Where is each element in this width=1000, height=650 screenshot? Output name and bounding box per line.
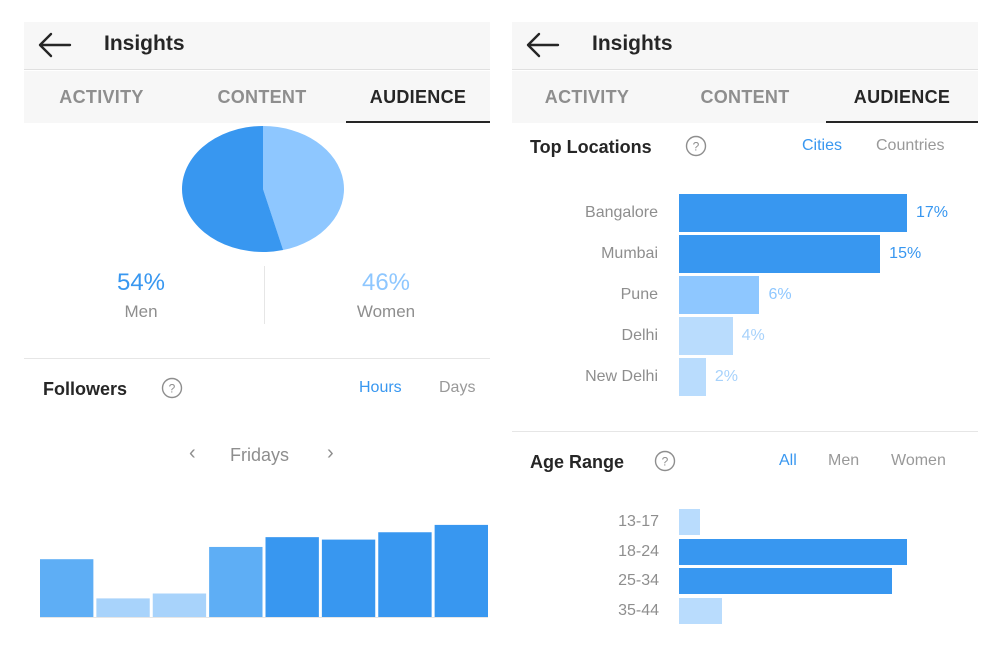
location-bar	[679, 358, 706, 396]
day-label: Fridays	[230, 445, 290, 465]
age-bar	[679, 509, 701, 535]
followers-bar	[378, 532, 432, 618]
pie-slice-women	[263, 126, 345, 251]
chevron-right-icon[interactable]: ›	[327, 442, 334, 464]
chart-baseline	[40, 617, 488, 618]
location-label: Mumbai	[601, 245, 658, 262]
back-arrow-icon[interactable]	[524, 31, 560, 59]
bar-value-label: 4%	[741, 327, 765, 344]
header: Insights	[24, 22, 490, 70]
header: Insights	[512, 22, 978, 70]
header-title: Insights	[104, 32, 185, 55]
hours-toggle[interactable]: Hours	[359, 379, 402, 396]
top-locations-bar-chart: Bangalore 17% Mumbai 15% Pune 6% Delhi 4% New De…	[512, 190, 978, 400]
location-bar	[679, 317, 733, 355]
location-bar	[679, 235, 881, 273]
age-label: 35-44	[618, 601, 659, 619]
followers-bar	[321, 539, 376, 618]
men-label: Men	[124, 302, 158, 321]
age-bar	[679, 597, 722, 624]
age-bar	[679, 538, 907, 565]
pie-slice-men	[182, 126, 284, 252]
women-percent: 46%	[361, 269, 411, 296]
back-arrow-icon[interactable]	[36, 31, 72, 59]
insights-screen-right: Insights ACTIVITY CONTENT AUDIENCE Top L…	[512, 22, 978, 624]
men-toggle[interactable]: Men	[828, 452, 860, 469]
men-percent: 54%	[116, 269, 166, 296]
tab-bar: ACTIVITY CONTENT AUDIENCE	[24, 71, 490, 123]
tab-bar: ACTIVITY CONTENT AUDIENCE	[512, 71, 978, 123]
age-range-bar-chart: 13-17 18-24 25-34 35-44	[512, 506, 978, 624]
age-label: 13-17	[618, 513, 659, 530]
section-divider	[512, 431, 978, 432]
age-bar	[679, 568, 892, 594]
women-label: Women	[356, 302, 416, 321]
help-icon[interactable]: ?	[161, 377, 183, 399]
svg-text:?: ?	[169, 382, 176, 396]
top-locations-title: Top Locations	[530, 137, 652, 157]
followers-bar	[265, 537, 319, 618]
location-bar	[679, 276, 760, 314]
bar-value-label: 15%	[889, 245, 922, 262]
followers-bar	[209, 546, 263, 618]
bar-value-label: 2%	[714, 368, 738, 385]
location-label: New Delhi	[585, 368, 658, 385]
countries-toggle[interactable]: Countries	[876, 137, 945, 154]
followers-bar	[152, 593, 207, 618]
age-range-title: Age Range	[530, 452, 625, 472]
header-title: Insights	[592, 32, 673, 55]
gender-divider	[264, 266, 265, 324]
days-toggle[interactable]: Days	[439, 379, 476, 396]
bar-value-label: 6%	[768, 286, 792, 303]
age-label: 18-24	[618, 542, 659, 560]
tab-activity[interactable]: ACTIVITY	[544, 87, 630, 107]
location-label: Bangalore	[585, 204, 658, 221]
help-icon[interactable]: ?	[685, 135, 707, 157]
help-icon[interactable]: ?	[654, 450, 676, 472]
women-toggle[interactable]: Women	[891, 452, 946, 469]
insights-screen-left: Insights ACTIVITY CONTENT AUDIENCE 54% M…	[24, 22, 490, 624]
svg-text:?: ?	[693, 140, 700, 154]
section-divider	[24, 358, 490, 359]
location-label: Pune	[620, 286, 658, 303]
svg-text:?: ?	[662, 455, 669, 469]
tab-content[interactable]: CONTENT	[700, 87, 790, 107]
tab-audience[interactable]: AUDIENCE	[826, 71, 978, 123]
location-bar	[679, 194, 907, 232]
followers-title: Followers	[43, 379, 128, 399]
all-toggle[interactable]: All	[779, 452, 797, 469]
bar-value-label: 17%	[916, 204, 949, 221]
location-label: Delhi	[621, 327, 658, 344]
followers-bar	[96, 598, 150, 618]
cities-toggle[interactable]: Cities	[802, 137, 843, 154]
gender-pie-chart	[182, 126, 345, 252]
chevron-left-icon[interactable]: ‹	[189, 442, 196, 464]
followers-bar	[434, 524, 488, 618]
followers-bar	[40, 559, 94, 618]
tab-content[interactable]: CONTENT	[217, 87, 307, 107]
followers-bar-chart	[40, 524, 488, 618]
age-label: 25-34	[618, 572, 659, 589]
tab-audience[interactable]: AUDIENCE	[346, 71, 490, 123]
tab-activity[interactable]: ACTIVITY	[59, 87, 144, 107]
